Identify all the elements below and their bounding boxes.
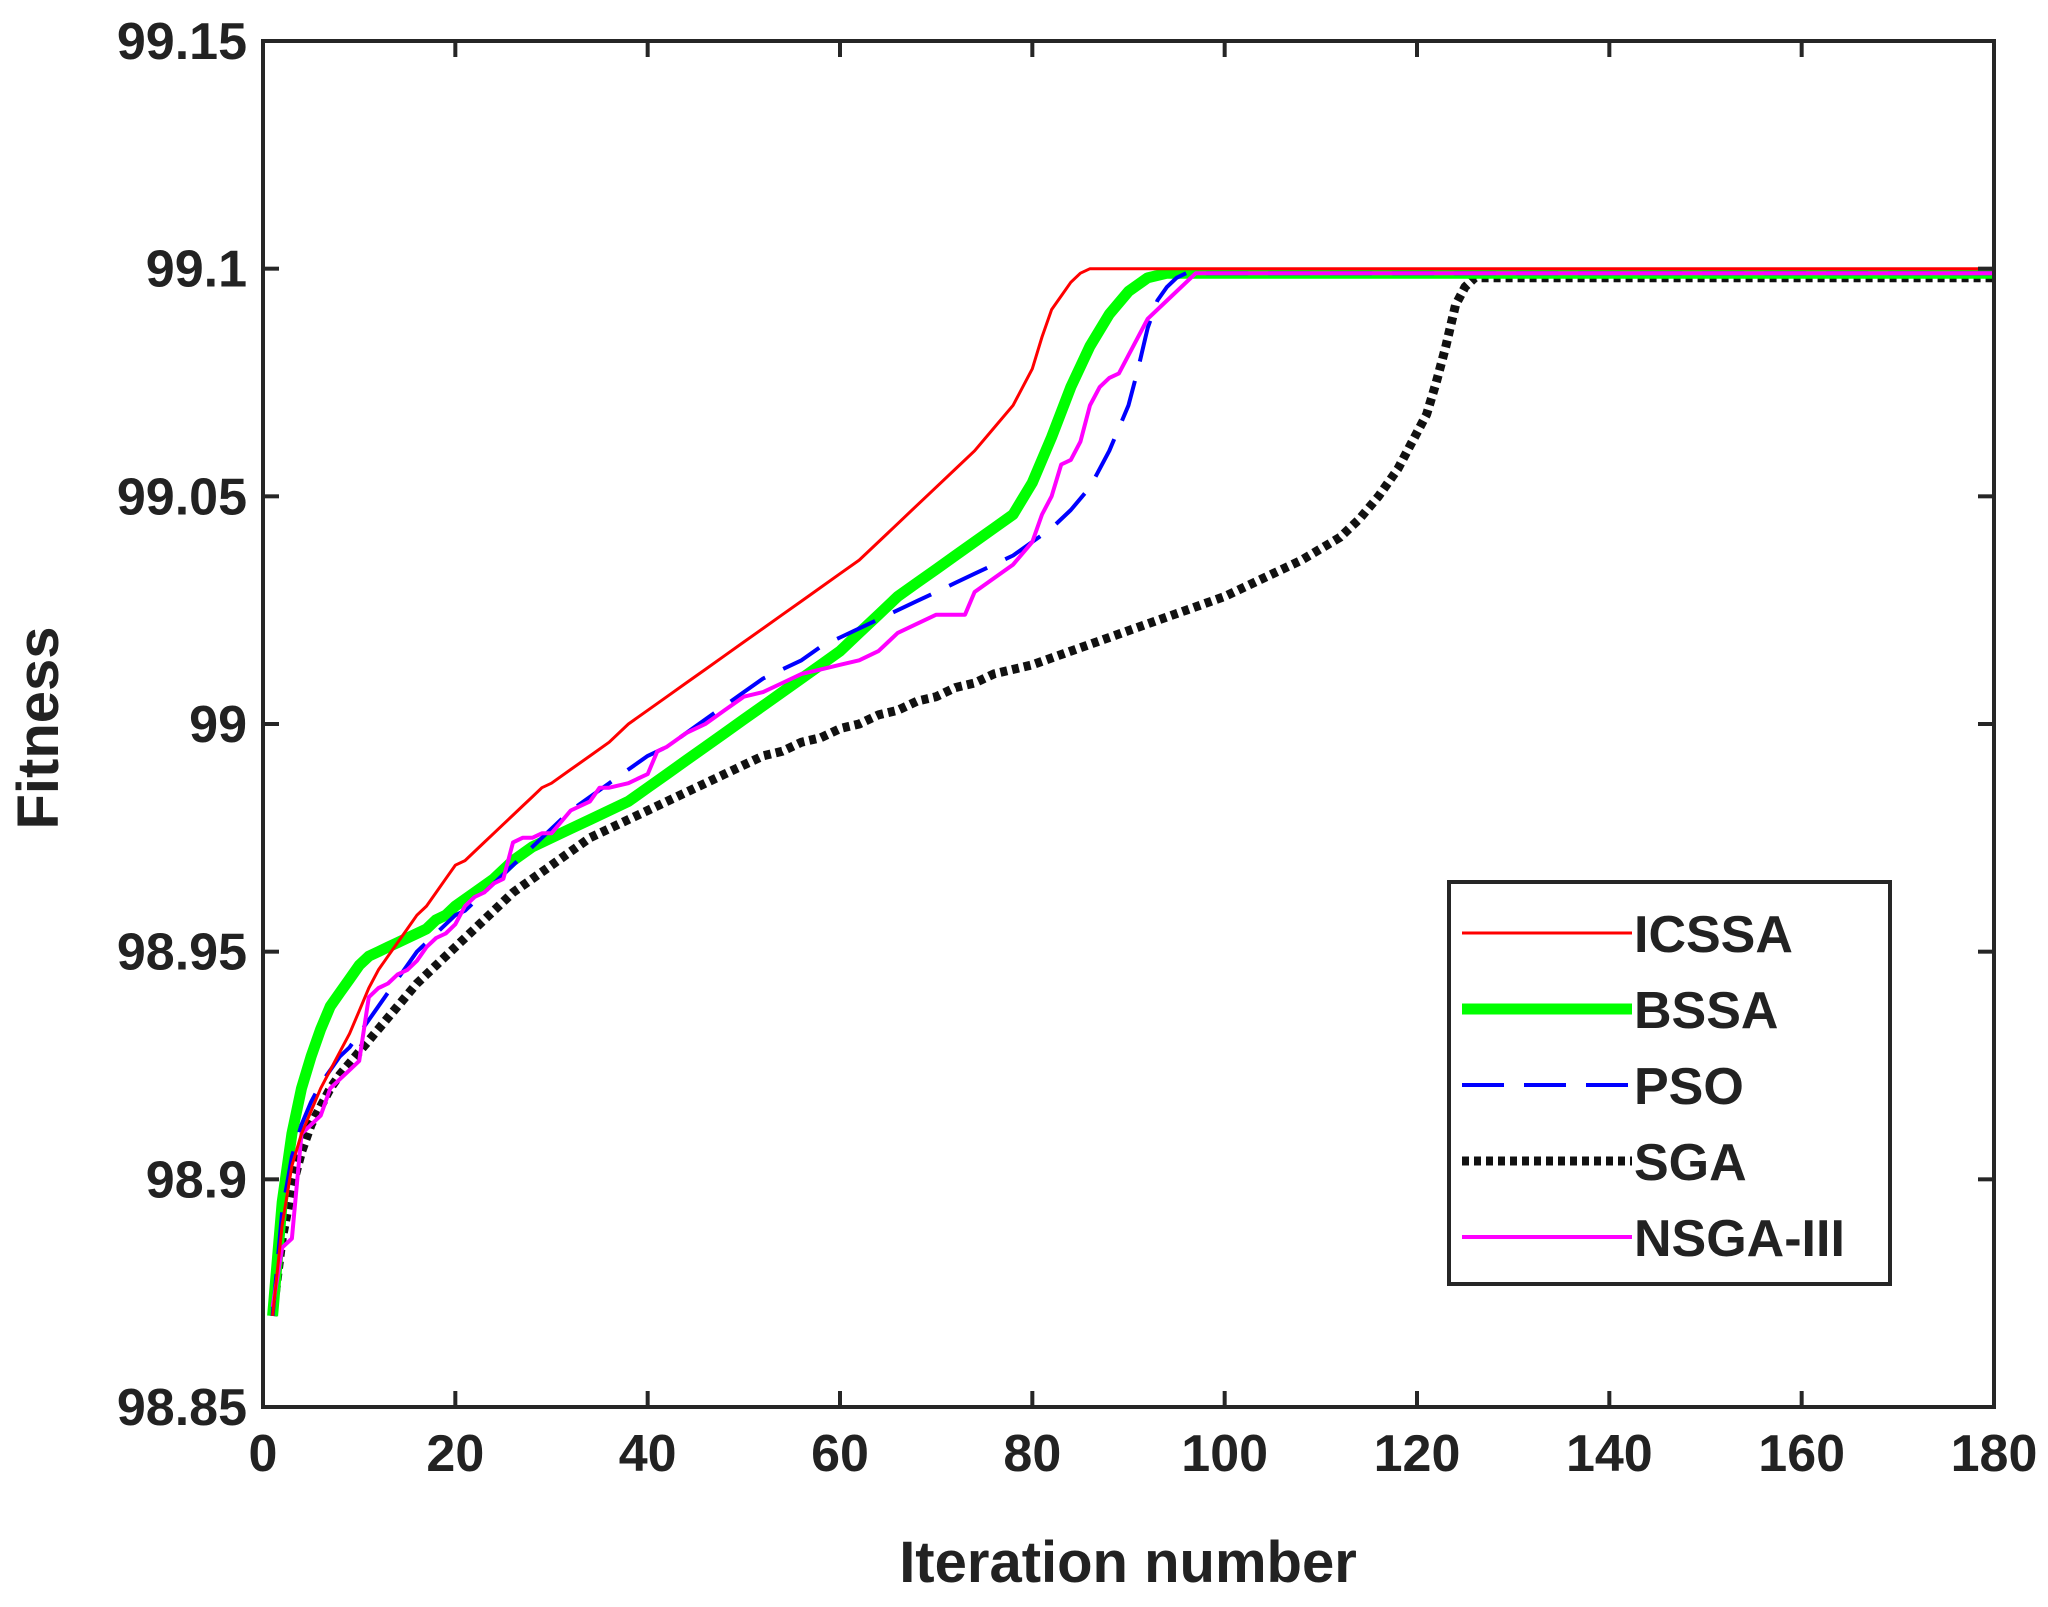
legend-label-pso: PSO [1634, 1058, 1744, 1116]
y-tick-label: 99 [189, 696, 247, 754]
series-line-sga [268, 273, 1994, 1317]
legend-label-nsga-iii: NSGA-III [1634, 1210, 1845, 1268]
y-axis-label: Fitness [6, 626, 71, 829]
legend-label-sga: SGA [1634, 1134, 1747, 1192]
x-axis-label: Iteration number [899, 1530, 1357, 1595]
x-tick-label: 0 [249, 1425, 278, 1483]
y-tick-label: 99.1 [146, 241, 247, 299]
x-tick-label: 160 [1758, 1425, 1845, 1483]
series-line-pso [270, 271, 1994, 1317]
x-tick-label: 60 [811, 1425, 869, 1483]
y-tick-label: 98.85 [117, 1379, 247, 1437]
y-tick-label: 99.15 [117, 13, 247, 71]
y-tick-label: 99.05 [117, 468, 247, 526]
legend-box [1447, 880, 1892, 1286]
x-tick-label: 180 [1951, 1425, 2038, 1483]
legend-label-icssa: ICSSA [1634, 906, 1793, 964]
x-tick-label: 100 [1181, 1425, 1268, 1483]
x-tick-label: 80 [1003, 1425, 1061, 1483]
series-line-nsga-iii [270, 271, 1994, 1308]
legend: ICSSA BSSA PSO SGA NSGA-III [1447, 880, 1892, 1286]
axis-ticks [261, 39, 1996, 1409]
y-tick-label: 98.95 [117, 924, 247, 982]
axis-tick-labels: 0 20 40 60 80 100 120 140 160 180 98.85 98.9 98.95 99… [117, 13, 2038, 1483]
legend-label-bssa: BSSA [1634, 982, 1778, 1040]
series-line-bssa [267, 267, 1994, 1317]
y-tick-label: 98.9 [146, 1151, 247, 1209]
x-tick-label: 40 [619, 1425, 677, 1483]
x-tick-label: 140 [1566, 1425, 1653, 1483]
x-tick-label: 20 [426, 1425, 484, 1483]
series-line-icssa [271, 267, 1994, 1317]
x-tick-label: 120 [1374, 1425, 1461, 1483]
plot-lines [267, 267, 1994, 1317]
legend-entries: ICSSA BSSA PSO SGA NSGA-III [1462, 906, 1845, 1268]
